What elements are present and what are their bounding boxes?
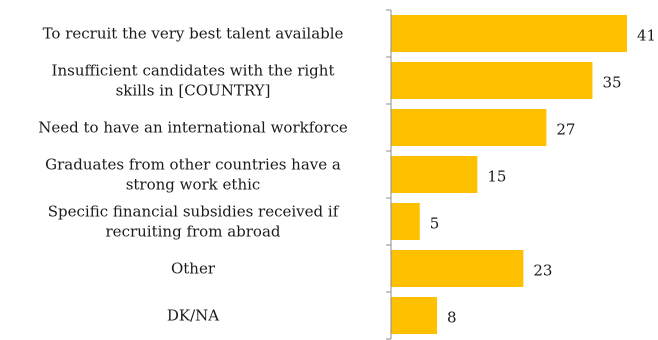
value-label-1: 35 <box>602 74 621 92</box>
bars <box>391 15 627 334</box>
value-label-3: 15 <box>487 168 506 186</box>
bar-2 <box>391 109 547 146</box>
category-label-4: Specific financial subsidies received if… <box>48 203 340 241</box>
bar-5 <box>391 250 524 287</box>
bar-6 <box>391 297 438 334</box>
bar-3 <box>391 156 478 193</box>
category-label-6: DK/NA <box>167 307 219 325</box>
value-labels: 41 35 27 15 5 23 8 <box>430 27 656 327</box>
category-label-5: Other <box>171 260 216 278</box>
category-label-3: Graduates from other countries have a str… <box>45 156 341 194</box>
category-labels: To recruit the very best talent availabl… <box>38 25 348 325</box>
bar-4 <box>391 203 420 240</box>
value-label-4: 5 <box>430 215 440 233</box>
value-label-0: 41 <box>637 27 656 45</box>
bar-1 <box>391 62 593 99</box>
value-label-2: 27 <box>556 121 575 139</box>
value-label-6: 8 <box>447 309 457 327</box>
category-label-0: To recruit the very best talent availabl… <box>43 25 344 43</box>
bar-0 <box>391 15 627 52</box>
category-label-2: Need to have an international workforce <box>38 119 348 137</box>
axis-ticks <box>386 9 391 340</box>
value-label-5: 23 <box>533 262 552 280</box>
category-label-1: Insufficient candidates with the right sk… <box>52 62 335 100</box>
